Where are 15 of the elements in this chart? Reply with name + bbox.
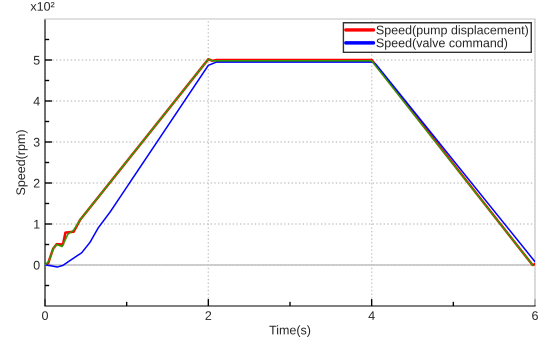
legend-label: Speed(valve command) [376,38,508,50]
y-axis-title: Speed(rpm) [16,130,28,195]
y-tick-label: 5 [34,56,40,65]
y-tick-label: 0 [34,260,40,270]
y-tick-label: 1 [34,220,40,229]
x-tick-label: 2 [205,311,212,320]
legend-label: Speed(pump displacement) [376,25,528,37]
x-axis-title: Time(s) [269,325,310,337]
y-tick-label: 3 [34,138,40,147]
x-tick-label: 0 [42,311,48,320]
x-tick-label: 6 [532,311,538,320]
y-tick-label: 4 [33,96,40,106]
text: x10² [30,2,54,11]
y-tick-label: 2 [34,178,40,188]
x-tick-label: 4 [368,311,375,320]
